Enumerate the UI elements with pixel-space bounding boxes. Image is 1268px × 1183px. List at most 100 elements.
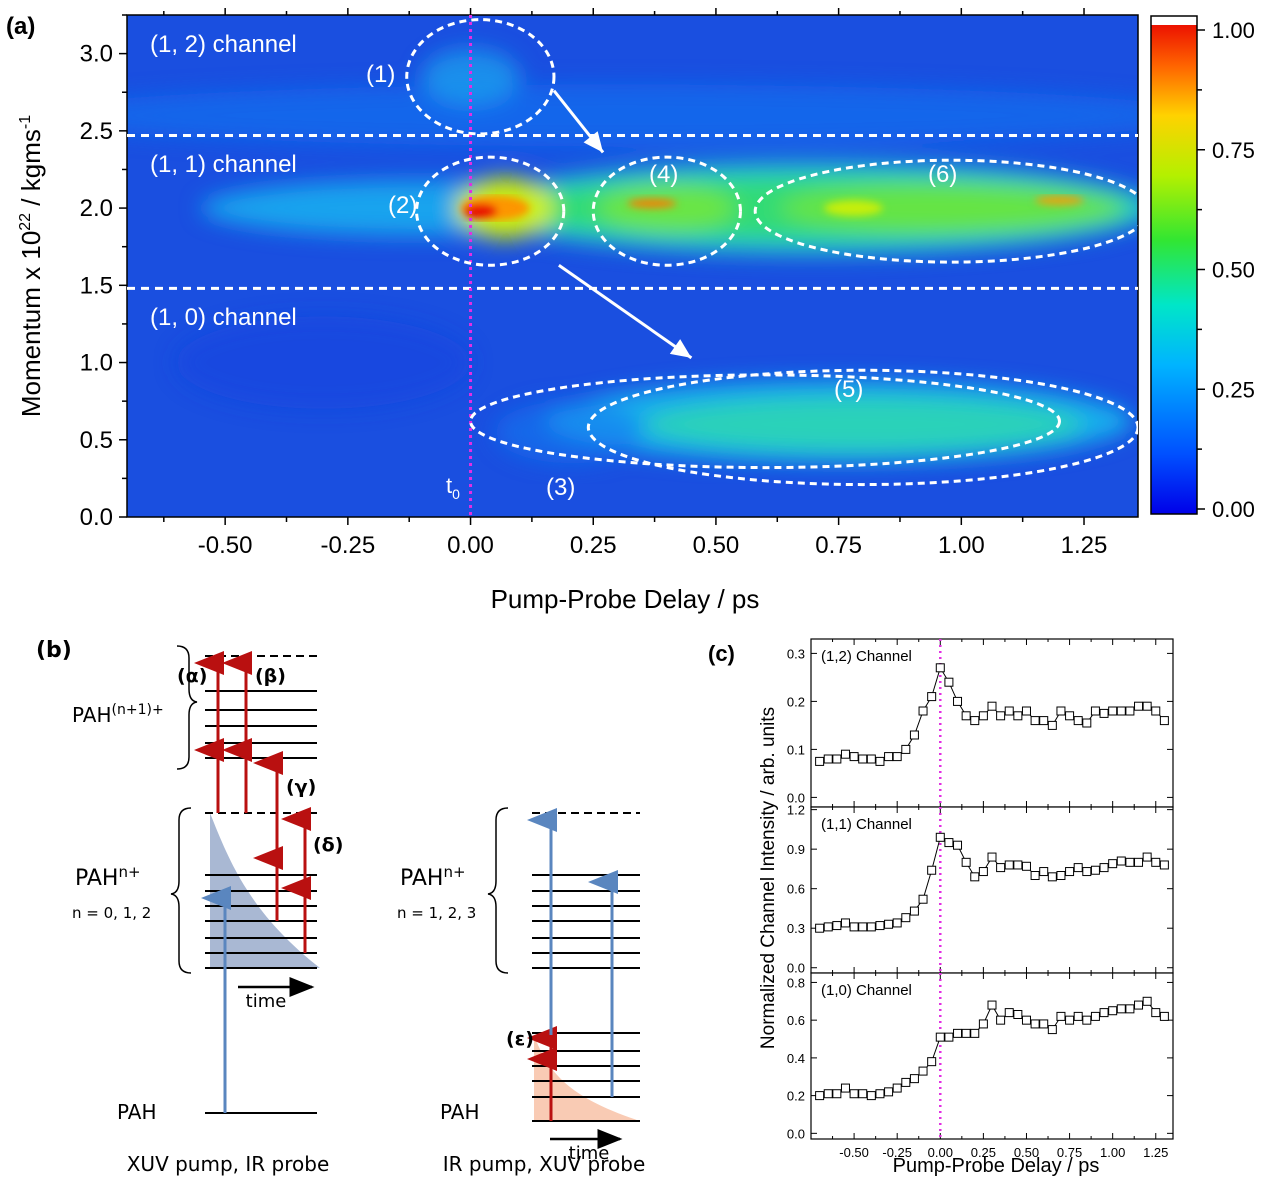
region-ellipse bbox=[415, 155, 566, 267]
data-point bbox=[918, 706, 928, 716]
data-point bbox=[1039, 1019, 1049, 1029]
x-axis-label: Pump-Probe Delay / ps bbox=[491, 584, 760, 614]
data-point bbox=[1030, 716, 1040, 726]
energy-level-diagram: (b) time bbox=[36, 638, 645, 1176]
x-tick-label: 1.00 bbox=[1100, 1145, 1125, 1160]
data-point bbox=[1039, 867, 1049, 877]
y-tick-label: 0.0 bbox=[787, 790, 805, 805]
data-point bbox=[1030, 1019, 1040, 1029]
data-point bbox=[909, 1074, 919, 1084]
data-point bbox=[1159, 860, 1169, 870]
panel-label: (c) bbox=[708, 641, 735, 666]
data-point bbox=[832, 1089, 842, 1099]
ir-pump-xuv-probe-diagram: time PAHn+ n = 1, 2, 3 PAH (ε) IR pump, … bbox=[397, 807, 645, 1176]
data-point bbox=[1021, 861, 1031, 871]
transition-arrow bbox=[558, 263, 693, 360]
data-point bbox=[1030, 871, 1040, 881]
data-point bbox=[1108, 859, 1118, 869]
data-point bbox=[840, 1083, 850, 1093]
x-tick-label: 0.50 bbox=[693, 532, 740, 559]
data-point bbox=[935, 1032, 945, 1042]
data-point bbox=[961, 711, 971, 721]
y-tick-label: 2.5 bbox=[80, 118, 113, 145]
arrow-label-beta: (β) bbox=[255, 665, 286, 687]
subplot-title: (1,1) Channel bbox=[821, 816, 912, 833]
data-point bbox=[1108, 1006, 1118, 1016]
data-point bbox=[892, 1083, 902, 1093]
lower-state-n: n = 0, 1, 2 bbox=[72, 904, 151, 922]
data-point bbox=[1082, 718, 1092, 728]
colorbar-tick-label: 0.25 bbox=[1212, 377, 1255, 402]
data-point bbox=[1047, 720, 1057, 730]
data-point bbox=[944, 838, 954, 848]
y-tick-label: 2.0 bbox=[80, 195, 113, 222]
data-point bbox=[987, 1000, 997, 1010]
data-point bbox=[1073, 863, 1083, 873]
data-point bbox=[1047, 872, 1057, 882]
colorbar-tick-label: 1.00 bbox=[1212, 18, 1255, 43]
y-tick-label: 0.0 bbox=[787, 961, 805, 976]
data-point bbox=[849, 922, 859, 932]
data-point bbox=[996, 863, 1006, 873]
data-point bbox=[996, 1015, 1006, 1025]
x-tick-label: -0.50 bbox=[198, 532, 253, 559]
subplot: 0.0 0.3 0.6 0.9 1.2 (1,1) Channel bbox=[787, 803, 1174, 976]
data-point bbox=[866, 1091, 876, 1101]
data-point bbox=[944, 677, 954, 687]
data-point bbox=[944, 1032, 954, 1042]
ground-state-label: PAH bbox=[117, 1100, 157, 1124]
subplot: 0.0 0.1 0.2 0.3 (1,2) Channel bbox=[787, 638, 1174, 808]
time-label-left: time bbox=[246, 991, 287, 1012]
y-tick-label: 1.0 bbox=[80, 350, 113, 377]
data-point bbox=[1134, 701, 1144, 711]
colorbar-tick-label: 0.00 bbox=[1212, 497, 1255, 522]
x-tick-label: 1.25 bbox=[1061, 532, 1108, 559]
y-tick-label: 0.3 bbox=[787, 646, 805, 661]
region-ellipse bbox=[591, 155, 742, 267]
channel-label-10: (1, 0) channel bbox=[150, 304, 297, 331]
data-point bbox=[858, 922, 868, 932]
data-point bbox=[1013, 711, 1023, 721]
data-point bbox=[935, 832, 945, 842]
colorbar-tick-label: 0.50 bbox=[1212, 258, 1255, 283]
y-tick-label: 0.2 bbox=[787, 694, 805, 709]
data-point bbox=[1056, 1011, 1066, 1021]
data-point bbox=[1004, 706, 1014, 716]
y-tick-label: 0.3 bbox=[787, 921, 805, 936]
data-point bbox=[1065, 711, 1075, 721]
plot-frame bbox=[126, 14, 1139, 518]
data-point bbox=[849, 1089, 859, 1099]
data-point bbox=[927, 692, 937, 702]
y-tick-label: 0.8 bbox=[787, 975, 805, 990]
y-tick-label: 0.1 bbox=[787, 742, 805, 757]
data-point bbox=[970, 716, 980, 726]
y-axis-label: Normalized Channel Intensity / arb. unit… bbox=[758, 707, 779, 1049]
y-tick-label: 3.0 bbox=[80, 41, 113, 68]
subplot-frame bbox=[810, 638, 1174, 808]
data-point bbox=[1073, 716, 1083, 726]
channel-label-12: (1, 2) channel bbox=[150, 31, 297, 58]
colorbar-tick-label: 0.75 bbox=[1212, 138, 1255, 163]
data-point bbox=[884, 919, 894, 929]
subplot-frame bbox=[810, 806, 1174, 974]
data-point bbox=[1125, 1004, 1135, 1014]
data-point bbox=[961, 857, 971, 867]
heatmap-plot-area bbox=[127, 15, 1138, 517]
subplot-title: (1,2) Channel bbox=[821, 648, 912, 665]
x-tick-label: 0.50 bbox=[1014, 1145, 1039, 1160]
region-ellipse bbox=[753, 158, 1138, 264]
channel-label-11: (1, 1) channel bbox=[150, 151, 297, 178]
data-point bbox=[1142, 996, 1152, 1006]
data-point bbox=[1004, 860, 1014, 870]
x-axis-label: Pump-Probe Delay / ps bbox=[893, 1155, 1100, 1177]
x-tick-label: -0.50 bbox=[839, 1145, 869, 1160]
x-tick-label: 1.00 bbox=[938, 532, 985, 559]
data-point bbox=[927, 1057, 937, 1067]
data-point bbox=[858, 754, 868, 764]
data-point bbox=[815, 923, 825, 933]
panel-label: (a) bbox=[6, 13, 35, 40]
arrow-label-alpha: (α) bbox=[177, 665, 207, 687]
data-point bbox=[892, 918, 902, 928]
data-point bbox=[875, 1089, 885, 1099]
data-point bbox=[909, 730, 919, 740]
